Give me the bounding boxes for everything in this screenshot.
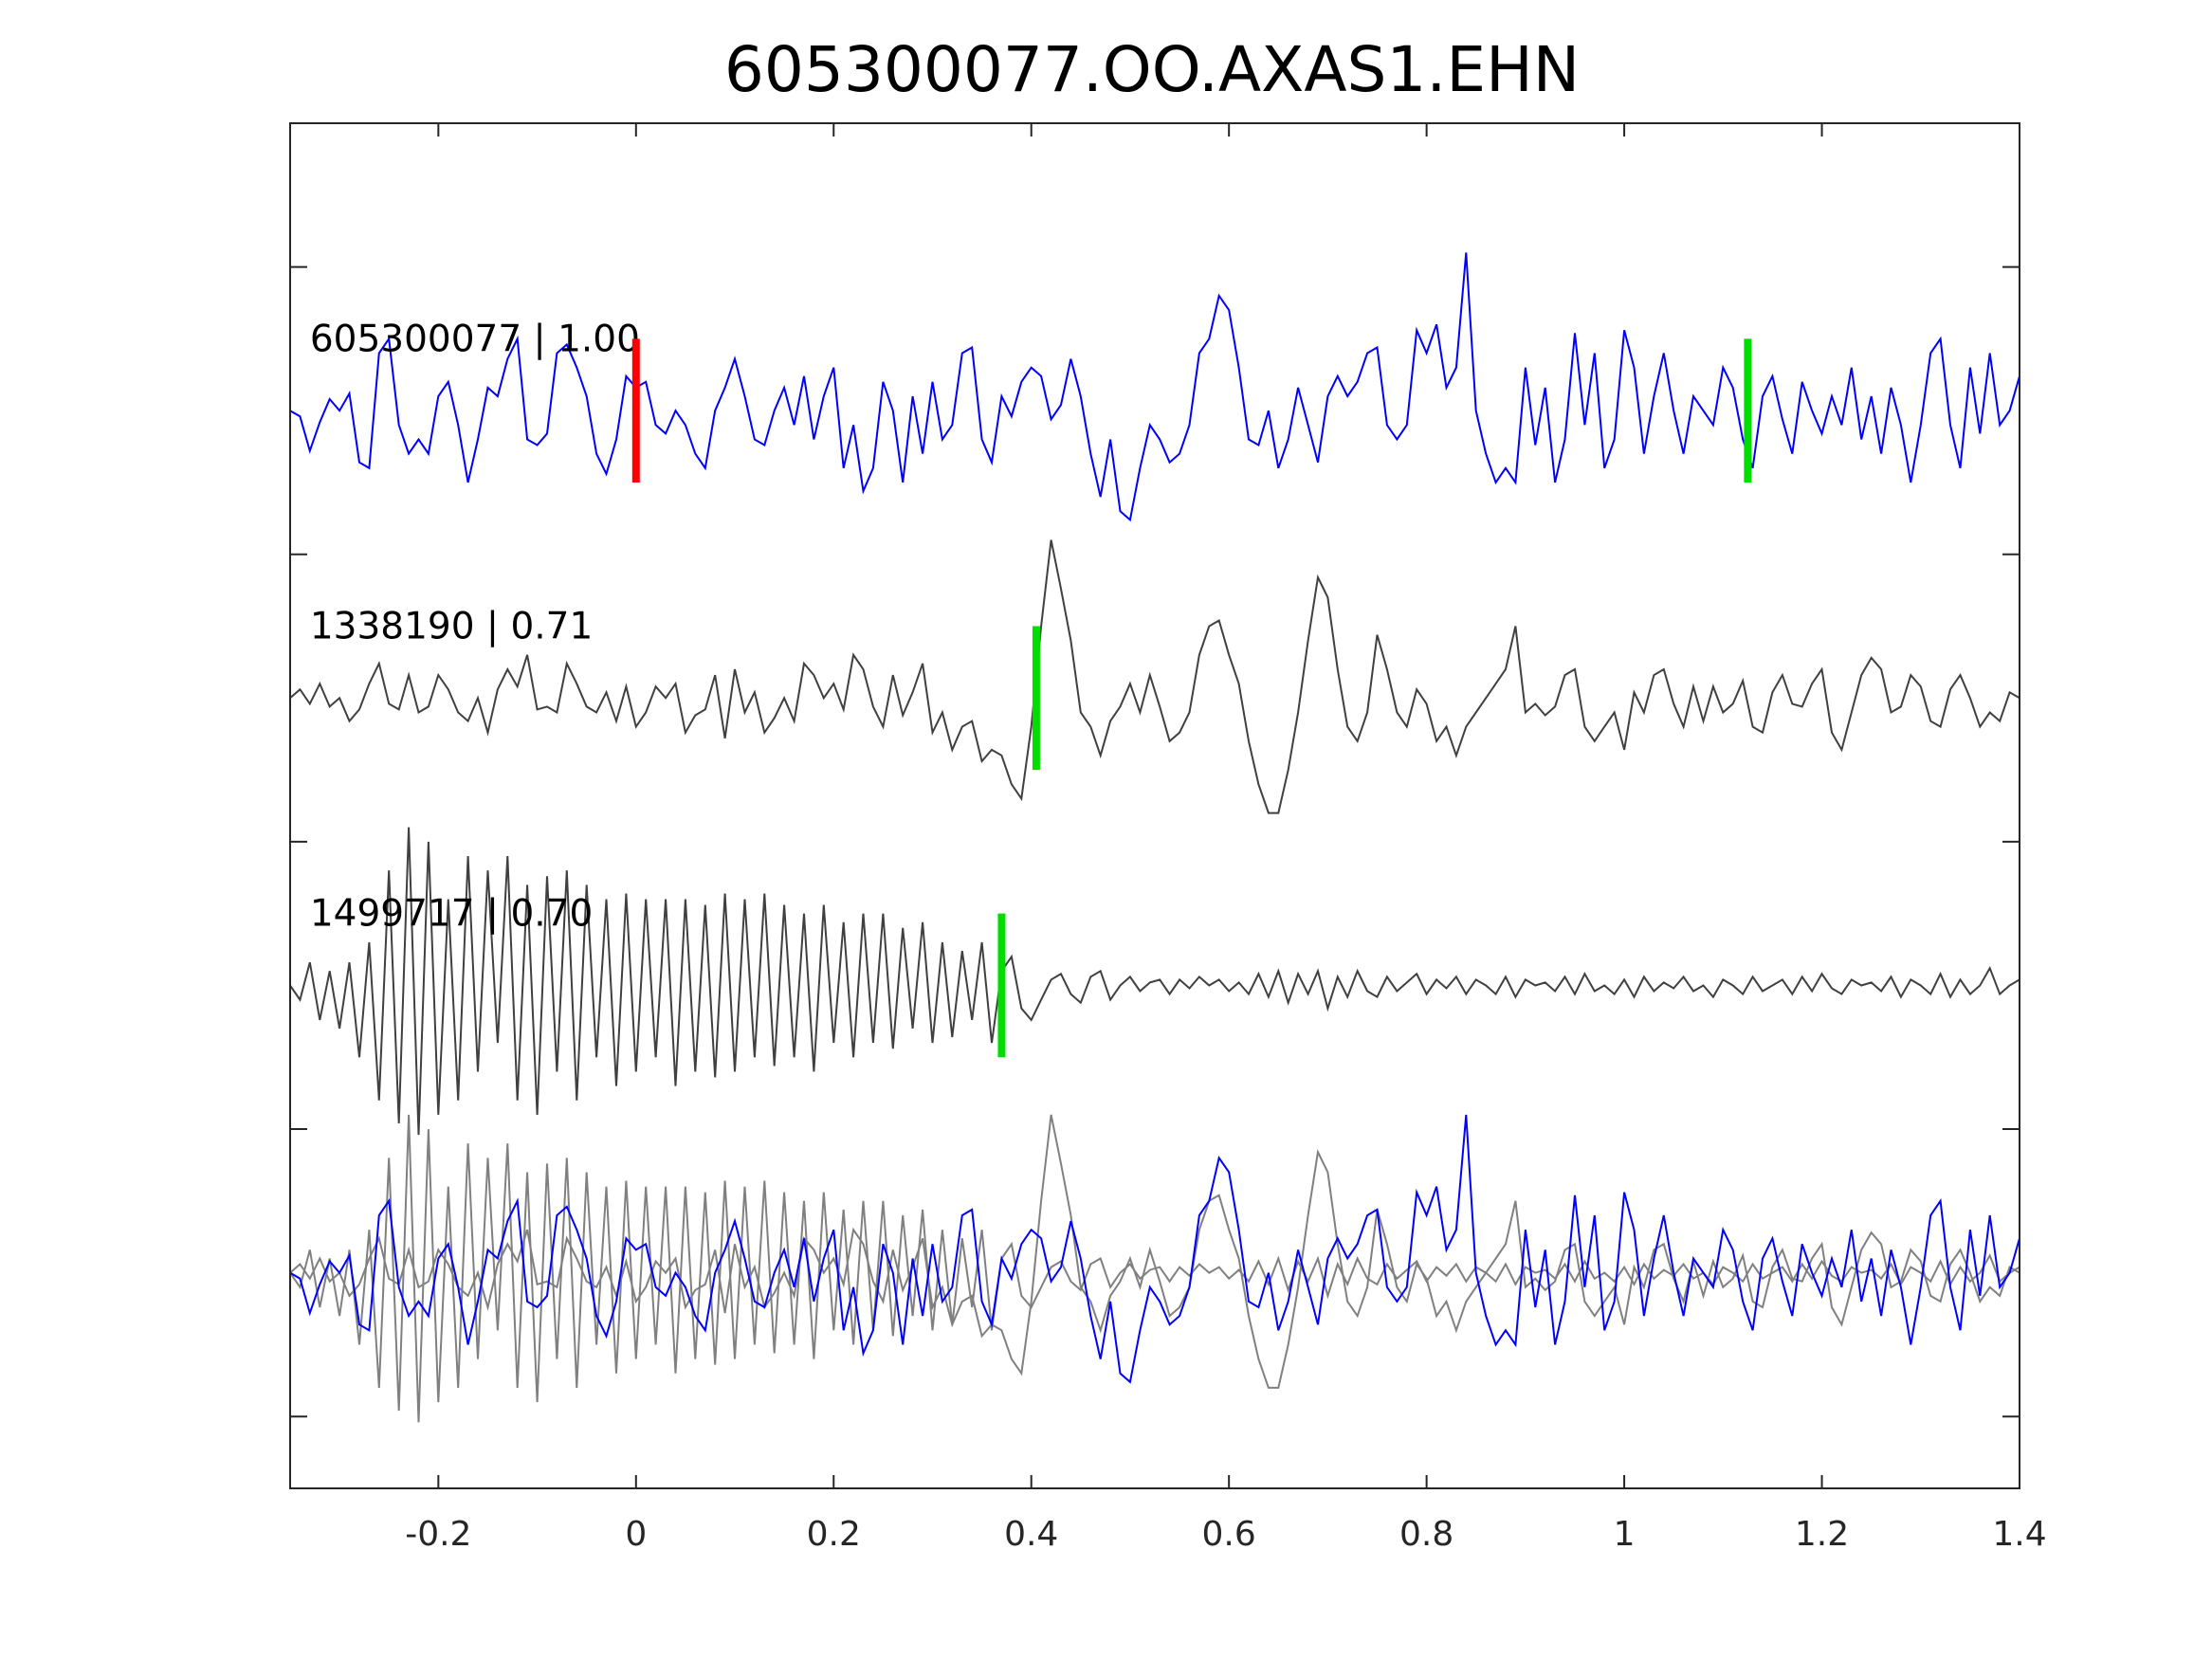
trace-label: 605300077 | 1.00	[310, 318, 640, 360]
axes-box	[289, 122, 2020, 1489]
trace-label: 1338190 | 0.71	[310, 606, 593, 648]
overlay-trace-605300077	[289, 1114, 2020, 1384]
x-tick-label: 1.4	[1992, 1515, 2046, 1554]
x-tick-label: 0	[625, 1515, 647, 1554]
overlay-trace-1338190	[289, 1114, 2020, 1389]
x-tick-label: 0.2	[807, 1515, 861, 1554]
axis-ticks: -0.2 0 0.2 0.4 0.6 0.8 1 1.2 1.4	[290, 123, 2047, 1554]
chart-title: 605300077.OO.AXAS1.EHN	[724, 33, 1580, 106]
x-tick-label: 1.2	[1795, 1515, 1849, 1554]
trace-label: 1499717 | 0.70	[310, 893, 593, 936]
trace-605300077	[289, 252, 2020, 522]
trace-1338190	[289, 539, 2020, 814]
x-tick-label: 0.4	[1004, 1515, 1058, 1554]
x-tick-label: 0.8	[1399, 1515, 1453, 1554]
x-tick-label: 0.6	[1202, 1515, 1256, 1554]
plot-area: 605300077 | 1.00 1338190 | 0.71 1499717 | …	[289, 252, 2020, 1423]
x-tick-label: -0.2	[405, 1515, 471, 1554]
trace-1499717	[289, 827, 2020, 1136]
x-tick-label: 1	[1614, 1515, 1636, 1554]
